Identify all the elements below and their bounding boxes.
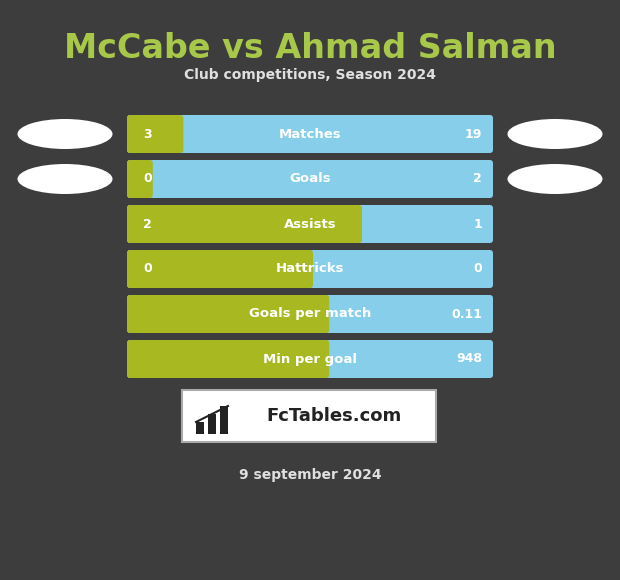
FancyBboxPatch shape [127, 205, 362, 243]
Text: McCabe vs Ahmad Salman: McCabe vs Ahmad Salman [64, 32, 556, 65]
FancyBboxPatch shape [127, 295, 329, 333]
Text: Min per goal: Min per goal [263, 353, 357, 365]
Ellipse shape [508, 164, 603, 194]
Text: Assists: Assists [284, 218, 336, 230]
Text: 0: 0 [143, 263, 152, 276]
FancyBboxPatch shape [127, 160, 153, 198]
Ellipse shape [17, 164, 112, 194]
Text: 0.11: 0.11 [451, 307, 482, 321]
Text: 3: 3 [143, 128, 152, 140]
Text: 0: 0 [143, 172, 152, 186]
Bar [196, 422, 204, 434]
Text: 2: 2 [143, 218, 152, 230]
FancyBboxPatch shape [127, 250, 493, 288]
Text: Club competitions, Season 2024: Club competitions, Season 2024 [184, 68, 436, 82]
FancyBboxPatch shape [127, 340, 493, 378]
Text: 2: 2 [473, 172, 482, 186]
Ellipse shape [17, 119, 112, 149]
FancyBboxPatch shape [127, 115, 184, 153]
Bar [208, 414, 216, 434]
FancyBboxPatch shape [127, 340, 329, 378]
Text: Matches: Matches [278, 128, 342, 140]
Bar [220, 406, 228, 434]
Text: Hattricks: Hattricks [276, 263, 344, 276]
Text: FcTables.com: FcTables.com [267, 407, 402, 425]
FancyBboxPatch shape [127, 295, 493, 333]
FancyBboxPatch shape [127, 250, 313, 288]
Text: 19: 19 [464, 128, 482, 140]
FancyBboxPatch shape [127, 160, 493, 198]
Text: Goals per match: Goals per match [249, 307, 371, 321]
FancyBboxPatch shape [127, 115, 493, 153]
Text: 948: 948 [456, 353, 482, 365]
FancyBboxPatch shape [182, 390, 436, 442]
Text: 1: 1 [473, 218, 482, 230]
Ellipse shape [508, 119, 603, 149]
Text: Goals: Goals [289, 172, 331, 186]
Text: 0: 0 [473, 263, 482, 276]
Text: 9 september 2024: 9 september 2024 [239, 468, 381, 482]
FancyBboxPatch shape [127, 205, 493, 243]
